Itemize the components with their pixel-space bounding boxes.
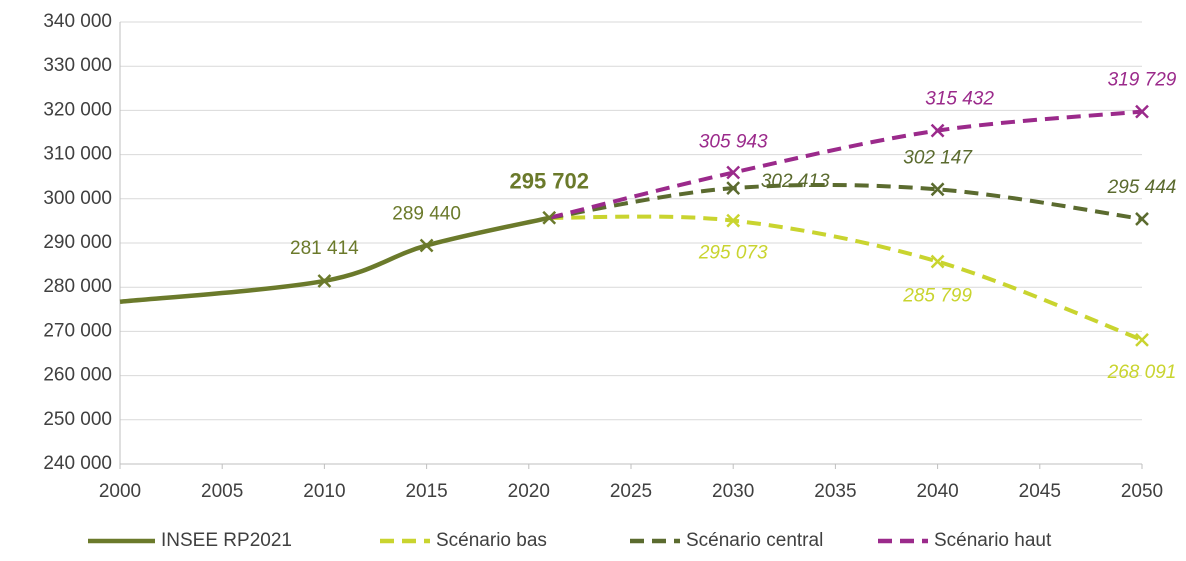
series-line: [549, 214, 1143, 342]
x-tick-label: 2015: [405, 481, 447, 502]
y-tick-label: 270 000: [43, 320, 112, 341]
data-label: 319 729: [1108, 70, 1177, 91]
marker: [419, 238, 434, 253]
x-tick-label: 2050: [1121, 481, 1163, 502]
x-tick-label: 2005: [201, 481, 243, 502]
marker: [542, 210, 557, 225]
data-label: 295 702: [509, 169, 589, 194]
series-line: [548, 109, 1143, 220]
data-label: 285 799: [902, 286, 972, 307]
legend-label: Scénario central: [686, 530, 823, 551]
marker: [726, 181, 741, 196]
data-label: 295 073: [698, 243, 768, 264]
y-tick-label: 330 000: [43, 55, 112, 76]
legend-label: Scénario bas: [436, 530, 547, 551]
data-label: 295 444: [1107, 177, 1177, 198]
data-label: 302 413: [761, 171, 830, 192]
data-label: 305 943: [699, 132, 768, 153]
data-label: 281 414: [290, 238, 359, 259]
y-tick-label: 240 000: [43, 453, 112, 474]
marker: [726, 213, 741, 228]
y-tick-label: 250 000: [43, 409, 112, 430]
legend-label: INSEE RP2021: [161, 530, 292, 551]
x-tick-label: 2020: [508, 481, 550, 502]
y-tick-label: 310 000: [43, 144, 112, 165]
marker: [1135, 212, 1149, 226]
marker: [930, 182, 945, 197]
marker: [1135, 332, 1149, 347]
y-tick-label: 340 000: [43, 11, 112, 32]
series-line: [548, 182, 1143, 221]
y-tick-label: 300 000: [43, 188, 112, 209]
x-tick-label: 2000: [99, 481, 141, 502]
y-tick-label: 290 000: [43, 232, 112, 253]
marker: [317, 274, 332, 288]
marker: [726, 165, 741, 180]
data-label: 315 432: [925, 89, 994, 110]
y-tick-label: 320 000: [43, 99, 112, 120]
x-tick-label: 2030: [712, 481, 754, 502]
marker: [1135, 104, 1149, 119]
legend-label: Scénario haut: [934, 530, 1052, 551]
x-tick-label: 2040: [916, 481, 958, 502]
x-tick-label: 2035: [814, 481, 856, 502]
x-tick-label: 2025: [610, 481, 652, 502]
y-tick-label: 280 000: [43, 276, 112, 297]
data-label: 268 091: [1107, 362, 1177, 383]
x-tick-label: 2010: [303, 481, 345, 502]
data-label: 302 147: [903, 147, 973, 168]
series-line: [119, 215, 550, 305]
x-tick-label: 2045: [1019, 481, 1061, 502]
data-label: 289 440: [392, 203, 461, 224]
marker: [930, 254, 945, 269]
y-tick-label: 260 000: [43, 365, 112, 386]
marker: [930, 123, 945, 138]
